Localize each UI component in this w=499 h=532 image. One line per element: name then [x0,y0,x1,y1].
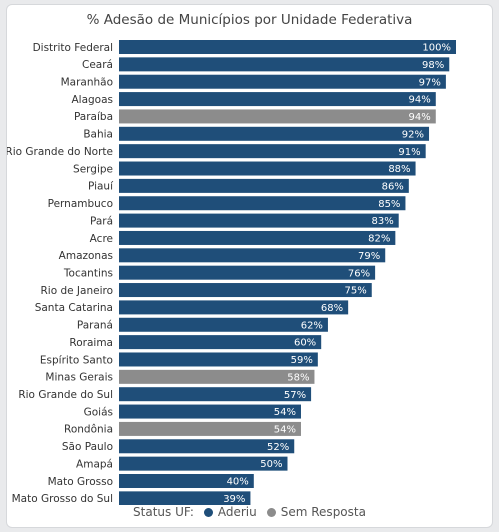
bar-roraima[interactable] [119,335,322,350]
category-label-tocantins: Tocantins [63,267,113,279]
category-label-roraima: Roraima [69,337,113,349]
bar-goias[interactable] [119,404,301,419]
legend: Status UF: Aderiu Sem Resposta [7,505,492,519]
category-label-rio-grande-do-norte: Rio Grande do Norte [7,146,113,158]
legend-item-sem-resposta[interactable]: Sem Resposta [266,505,366,519]
category-label-ceara: Ceará [82,59,113,71]
value-label-piaui: 86% [382,181,404,192]
bar-bahia[interactable] [119,126,430,141]
bar-pernambuco[interactable] [119,196,406,211]
category-label-sao-paulo: São Paulo [62,441,113,453]
category-label-minas-gerais: Minas Gerais [45,372,113,384]
legend-item-aderiu[interactable]: Aderiu [203,505,257,519]
bar-rondonia[interactable] [119,421,301,436]
category-label-alagoas: Alagoas [71,94,113,106]
value-label-pernambuco: 85% [378,199,400,210]
bar-mato-grosso[interactable] [119,474,254,488]
value-label-espirito-santo: 59% [291,355,313,366]
category-label-rio-de-janeiro: Rio de Janeiro [40,285,113,297]
bar-mato-grosso-do-sul[interactable] [119,491,251,505]
value-label-roraima: 60% [294,338,316,349]
category-label-acre: Acre [90,233,113,245]
value-label-mato-grosso-do-sul: 39% [223,494,245,505]
value-label-amazonas: 79% [358,251,380,262]
category-label-mato-grosso-do-sul: Mato Grosso do Sul [12,493,113,505]
value-label-maranhao: 97% [419,77,441,88]
value-label-alagoas: 94% [409,95,431,106]
category-label-sergipe: Sergipe [73,163,113,175]
value-label-sergipe: 88% [388,164,410,175]
legend-dot-sem-resposta [266,507,276,517]
value-label-mato-grosso: 40% [227,477,249,488]
category-label-bahia: Bahia [83,129,113,141]
category-label-mato-grosso: Mato Grosso [48,476,113,488]
value-label-rondonia: 54% [274,425,296,436]
bar-amazonas[interactable] [119,248,386,263]
value-label-minas-gerais: 58% [287,372,309,383]
bar-alagoas[interactable] [119,92,436,107]
value-label-sao-paulo: 52% [267,442,289,453]
value-label-bahia: 92% [402,129,424,140]
category-label-pernambuco: Pernambuco [48,198,113,210]
bar-sergipe[interactable] [119,161,416,176]
bar-amapa[interactable] [119,456,288,471]
value-label-amapa: 50% [260,459,282,470]
legend-title: Status UF: [133,505,194,519]
bar-parana[interactable] [119,317,328,332]
category-label-maranhao: Maranhão [61,77,113,89]
bar-distrito-federal[interactable] [119,40,456,54]
category-label-distrito-federal: Distrito Federal [33,42,113,54]
value-label-goias: 54% [274,407,296,418]
value-label-rio-de-janeiro: 75% [345,286,367,297]
legend-label-sem-resposta: Sem Resposta [280,505,366,519]
category-label-goias: Goiás [84,406,113,418]
value-label-distrito-federal: 100% [422,43,451,54]
bar-para[interactable] [119,213,399,228]
bar-rio-de-janeiro[interactable] [119,283,372,298]
category-label-amazonas: Amazonas [59,250,113,262]
bar-rio-grande-do-norte[interactable] [119,144,426,159]
value-label-rio-grande-do-norte: 91% [398,147,420,158]
bar-santa-catarina[interactable] [119,300,349,315]
bar-espirito-santo[interactable] [119,352,318,367]
bar-chart: Distrito Federal 100% Ceará 98% Maranhão 97% A… [7,40,456,505]
category-label-rio-grande-do-sul: Rio Grande do Sul [18,389,113,401]
value-label-rio-grande-do-sul: 57% [284,390,306,401]
value-label-paraiba: 94% [409,112,431,123]
category-label-piaui: Piauí [88,181,114,193]
legend-dot-aderiu [203,507,213,517]
category-label-parana: Paraná [77,320,113,332]
category-label-paraiba: Paraíba [74,111,113,123]
value-label-santa-catarina: 68% [321,303,343,314]
bar-acre[interactable] [119,230,396,245]
bar-piaui[interactable] [119,178,409,193]
chart-title: % Adesão de Municípios por Unidade Feder… [86,12,413,28]
category-label-amapa: Amapá [76,458,113,470]
category-label-para: Pará [90,215,113,227]
value-label-acre: 82% [368,234,390,245]
category-label-espirito-santo: Espírito Santo [40,354,113,366]
bar-paraiba[interactable] [119,109,436,124]
category-label-santa-catarina: Santa Catarina [35,302,113,314]
value-label-para: 83% [371,216,393,227]
value-label-parana: 62% [301,320,323,331]
bar-sao-paulo[interactable] [119,439,295,454]
bar-rio-grande-do-sul[interactable] [119,387,312,402]
category-label-rondonia: Rondônia [64,424,113,436]
chart-card: % Adesão de Municípios por Unidade Feder… [6,4,493,528]
legend-label-aderiu: Aderiu [217,505,257,519]
bar-minas-gerais[interactable] [119,369,315,384]
bar-tocantins[interactable] [119,265,376,280]
value-label-ceara: 98% [422,60,444,71]
bar-ceara[interactable] [119,57,450,72]
bar-maranhao[interactable] [119,74,446,89]
value-label-tocantins: 76% [348,268,370,279]
